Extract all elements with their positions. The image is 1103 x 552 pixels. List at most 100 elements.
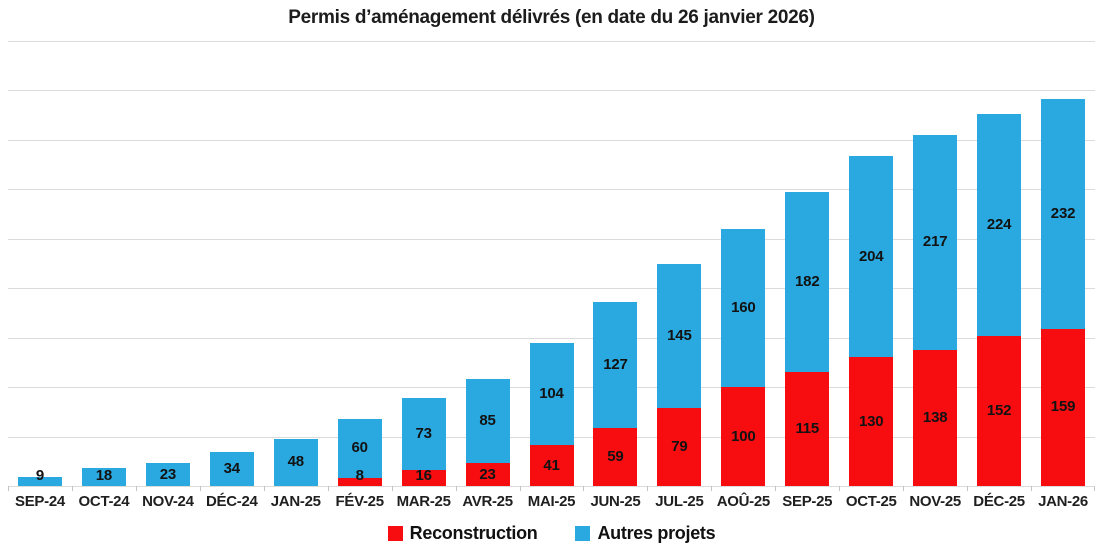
gridline-350 bbox=[8, 139, 1095, 141]
x-axis-tick bbox=[199, 486, 201, 491]
bar-segment-reconstruction bbox=[529, 445, 574, 486]
legend-swatch-autres-projets bbox=[575, 525, 591, 541]
gridline-250 bbox=[8, 238, 1095, 240]
x-axis-label: NOV-25 bbox=[909, 493, 961, 510]
x-axis-tick bbox=[455, 486, 457, 491]
data-label-reconstruction: 8 bbox=[355, 467, 364, 484]
data-label-reconstruction: 23 bbox=[479, 465, 496, 483]
bar-segment-reconstruction bbox=[465, 463, 510, 486]
x-axis-label: SEP-25 bbox=[782, 493, 833, 510]
bar-segment-autres-projets bbox=[529, 342, 574, 446]
gridline-450 bbox=[8, 41, 1095, 42]
bar-segment-autres-projets bbox=[273, 438, 318, 486]
plot-area: 9 18 23 34 48 8 60 16 73 23 85 41 104 59 127 79 145 100 16… bbox=[8, 41, 1095, 491]
bar-segment-autres-projets bbox=[145, 463, 190, 486]
gridline-300 bbox=[8, 189, 1095, 191]
bar-segment-autres-projets bbox=[81, 468, 126, 486]
x-axis-label: AOÛ-25 bbox=[716, 493, 771, 510]
data-label-reconstruction: 138 bbox=[922, 408, 948, 426]
bar-segment-reconstruction bbox=[593, 427, 638, 486]
bar-segment-reconstruction bbox=[913, 349, 958, 486]
bar-segment-autres-projets bbox=[849, 155, 894, 358]
data-label-autres-projets: 34 bbox=[223, 460, 240, 478]
data-label-autres-projets: 127 bbox=[603, 355, 628, 373]
data-label-reconstruction: 152 bbox=[986, 401, 1012, 419]
x-axis-label: JUL-25 bbox=[655, 493, 704, 510]
x-axis-label: MAI-25 bbox=[527, 493, 576, 510]
bar-segment-reconstruction bbox=[1041, 328, 1086, 486]
data-label-autres-projets: 204 bbox=[858, 247, 884, 265]
legend: Reconstruction Autres projets bbox=[0, 520, 1103, 546]
x-axis-tick bbox=[1094, 486, 1095, 491]
legend-label-autres-projets: Autres projets bbox=[597, 522, 716, 543]
x-axis-tick bbox=[263, 486, 265, 491]
chart-title: Permis d’aménagement délivrés (en date d… bbox=[288, 7, 815, 28]
data-label-autres-projets: 73 bbox=[415, 425, 432, 443]
x-axis-tick bbox=[71, 486, 73, 491]
bar-segment-autres-projets bbox=[17, 477, 62, 486]
bar-segment-reconstruction bbox=[849, 357, 894, 486]
gridline-0 bbox=[8, 486, 1095, 487]
x-axis-label: DÉC-24 bbox=[206, 493, 258, 510]
x-axis-tick bbox=[583, 486, 585, 491]
x-axis-tick bbox=[519, 486, 521, 491]
x-axis-label: MAR-25 bbox=[396, 493, 451, 510]
x-axis-label: OCT-25 bbox=[845, 493, 897, 510]
legend-label-reconstruction: Reconstruction bbox=[409, 522, 538, 543]
x-axis-tick bbox=[327, 486, 329, 491]
x-axis-label: SEP-24 bbox=[15, 493, 65, 510]
x-axis-label: JAN-25 bbox=[270, 493, 321, 510]
bar-segment-autres-projets bbox=[785, 192, 830, 373]
data-label-autres-projets: 145 bbox=[667, 327, 692, 345]
data-label-reconstruction: 159 bbox=[1050, 398, 1076, 416]
legend-swatch-reconstruction bbox=[387, 525, 403, 541]
data-label-autres-projets: 60 bbox=[351, 439, 368, 457]
x-axis-label: JAN-26 bbox=[1038, 493, 1088, 510]
x-axis-tick bbox=[775, 486, 777, 491]
gridline-400 bbox=[8, 90, 1095, 92]
x-axis-label: DÉC-25 bbox=[973, 493, 1025, 510]
x-axis-tick bbox=[967, 486, 969, 491]
legend-item-autres-projets: Autres projets bbox=[575, 522, 716, 544]
bar-segment-reconstruction bbox=[721, 387, 766, 486]
data-label-reconstruction: 41 bbox=[543, 456, 560, 474]
x-axis-label: OCT-24 bbox=[78, 493, 130, 510]
data-label-autres-projets: 232 bbox=[1050, 205, 1076, 223]
bar-segment-reconstruction bbox=[785, 372, 830, 486]
data-label-reconstruction: 100 bbox=[731, 427, 756, 445]
x-axis-tick bbox=[839, 486, 841, 491]
bar-segment-autres-projets bbox=[593, 302, 638, 428]
bar-segment-autres-projets bbox=[977, 114, 1022, 336]
data-label-autres-projets: 224 bbox=[986, 215, 1012, 233]
x-axis-label: NOV-24 bbox=[142, 493, 194, 510]
bar-segment-autres-projets bbox=[721, 228, 766, 388]
x-axis-tick bbox=[647, 486, 649, 491]
bar-segment-autres-projets bbox=[913, 134, 958, 350]
bar-segment-reconstruction bbox=[657, 407, 702, 486]
bar-segment-reconstruction bbox=[977, 335, 1022, 486]
x-axis-tick bbox=[135, 486, 137, 491]
legend-item-reconstruction: Reconstruction bbox=[387, 522, 538, 544]
gridline-150 bbox=[8, 337, 1095, 339]
data-label-autres-projets: 160 bbox=[731, 299, 756, 316]
bar-segment-autres-projets bbox=[657, 264, 702, 408]
data-label-reconstruction: 115 bbox=[795, 420, 820, 438]
data-label-reconstruction: 59 bbox=[607, 447, 624, 465]
bar-segment-reconstruction bbox=[401, 470, 446, 486]
data-label-autres-projets: 48 bbox=[287, 453, 304, 471]
data-label-reconstruction: 16 bbox=[415, 467, 432, 484]
gridline-200 bbox=[8, 288, 1095, 290]
data-label-reconstruction: 130 bbox=[858, 412, 884, 430]
data-label-autres-projets: 182 bbox=[795, 273, 820, 291]
x-axis: SEP-24 OCT-24 NOV-24 DÉC-24 JAN-25 FÉV-25 MAR-… bbox=[8, 493, 1095, 513]
data-label-autres-projets: 18 bbox=[95, 467, 113, 484]
x-axis-tick bbox=[1031, 486, 1033, 491]
bar-segment-autres-projets bbox=[337, 418, 382, 479]
bar-segment-autres-projets bbox=[401, 397, 446, 471]
x-axis-label: AVR-25 bbox=[462, 493, 513, 510]
x-axis-label: JUN-25 bbox=[590, 493, 641, 510]
data-label-autres-projets: 9 bbox=[35, 467, 45, 484]
bar-segment-reconstruction bbox=[337, 478, 382, 486]
data-label-autres-projets: 23 bbox=[159, 465, 176, 483]
